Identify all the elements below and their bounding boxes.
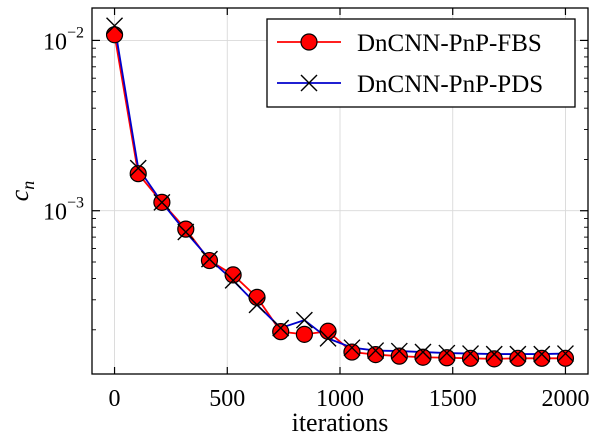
tick-labels: 0 500 1000 1500 2000 10−2 10−3: [43, 24, 589, 412]
legend-label: DnCNN-PnP-FBS: [357, 30, 542, 57]
series-markers-dncnn-pnp-pds: [106, 17, 574, 363]
data-point: [343, 343, 361, 361]
data-point: [414, 343, 432, 361]
legend-entry: DnCNN-PnP-FBS: [277, 30, 542, 57]
data-point: [367, 342, 385, 360]
x-tick-label: 500: [209, 386, 245, 412]
data-point: [367, 345, 385, 364]
data-point: [533, 349, 551, 367]
data-point: [300, 74, 318, 92]
data-point: [343, 339, 361, 357]
data-point: [177, 220, 195, 238]
y-axis-title-main: c: [5, 189, 34, 201]
data-point: [438, 349, 456, 367]
data-point: [533, 345, 551, 363]
y-axis-title: cn: [5, 181, 38, 202]
y-tick-label: 10−3: [43, 195, 84, 226]
data-point: [272, 323, 290, 341]
x-tick-label: 2000: [541, 386, 589, 412]
y-axis-title-subscript: n: [18, 181, 38, 190]
x-tick-label: 1500: [429, 386, 477, 412]
x-tick-label: 1000: [316, 386, 364, 412]
data-point: [485, 350, 503, 368]
data-point: [129, 159, 147, 177]
ticks: [92, 8, 588, 374]
data-point: [295, 325, 313, 343]
data-point: [485, 345, 503, 363]
data-point: [224, 271, 242, 289]
data-point: [461, 349, 480, 367]
data-point: [414, 348, 432, 366]
legend-box: [266, 18, 576, 108]
data-point: [509, 349, 527, 367]
legend: DnCNN-PnP-FBS DnCNN-PnP-PDS: [266, 18, 576, 108]
data-point: [129, 165, 147, 183]
data-point: [177, 223, 195, 241]
data-point: [509, 345, 527, 363]
data-point: [200, 251, 219, 270]
data-point: [319, 322, 337, 340]
data-point: [106, 17, 124, 35]
data-point: [390, 347, 408, 365]
data-point: [105, 26, 124, 44]
data-point: [556, 345, 574, 363]
series-layer: [105, 17, 575, 368]
x-axis-title: iterations: [292, 408, 389, 437]
x-tick-label: 0: [109, 386, 121, 412]
legend-entry: DnCNN-PnP-PDS: [277, 71, 543, 98]
data-point: [272, 319, 290, 337]
data-point: [153, 193, 171, 211]
data-point: [462, 345, 480, 363]
y-tick-label: 10−2: [43, 24, 84, 55]
data-point: [438, 344, 456, 362]
data-point: [248, 296, 266, 314]
data-point: [295, 311, 313, 329]
legend-label: DnCNN-PnP-PDS: [357, 71, 543, 98]
data-point: [224, 266, 242, 284]
data-point: [319, 329, 337, 347]
data-point: [248, 288, 266, 306]
data-point: [556, 349, 575, 367]
data-point: [200, 250, 218, 268]
data-point: [390, 342, 408, 360]
data-point: [300, 33, 318, 51]
